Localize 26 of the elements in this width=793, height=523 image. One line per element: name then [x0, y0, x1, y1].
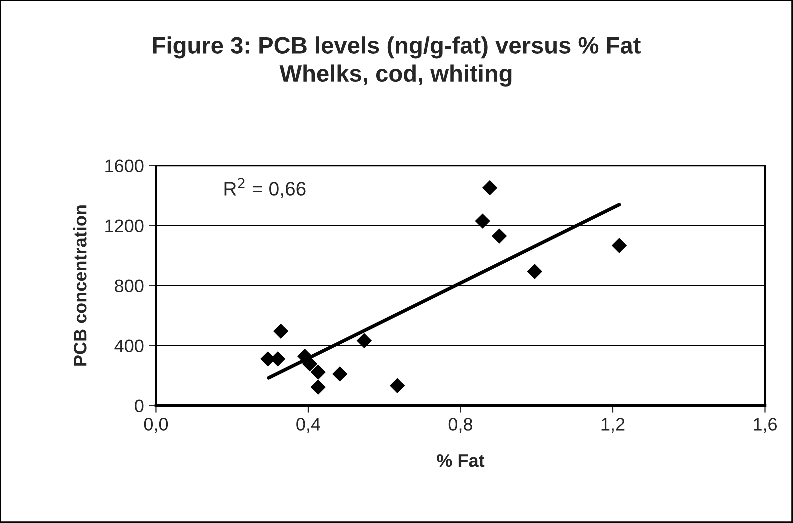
point: [310, 364, 326, 380]
point: [527, 264, 543, 280]
point: [390, 378, 406, 394]
point: [492, 228, 508, 244]
x-tick-label: 0,8: [448, 418, 472, 434]
y-tick-label: 400: [114, 340, 144, 353]
x-tick-label: 0,4: [296, 418, 320, 434]
y-tick-label: 800: [115, 280, 144, 293]
y-tick-label: 1200: [106, 220, 144, 233]
y-axis-title: PCB concentration: [74, 206, 87, 366]
annotation: R$^{2}$ = 0,66: [224, 178, 306, 198]
point: [356, 333, 372, 348]
point: [302, 356, 318, 372]
point: [482, 180, 498, 196]
point: [332, 366, 348, 382]
point: [475, 214, 490, 229]
x-tick-label: 1,2: [602, 418, 625, 434]
x-tick-label: 1,6: [754, 418, 777, 434]
x-axis-title: % Fat: [437, 454, 485, 468]
y-tick-label: 1600: [106, 160, 144, 173]
chart-title: Figure 3: PCB levels (ng/g-fat) versus % Fat Whelks, cod, whiting: [153, 36, 641, 87]
point: [273, 324, 289, 340]
point: [612, 238, 628, 254]
point: [310, 380, 326, 395]
y-tick-label: 0: [135, 400, 144, 413]
x-tick-label: 0,0: [144, 418, 168, 434]
